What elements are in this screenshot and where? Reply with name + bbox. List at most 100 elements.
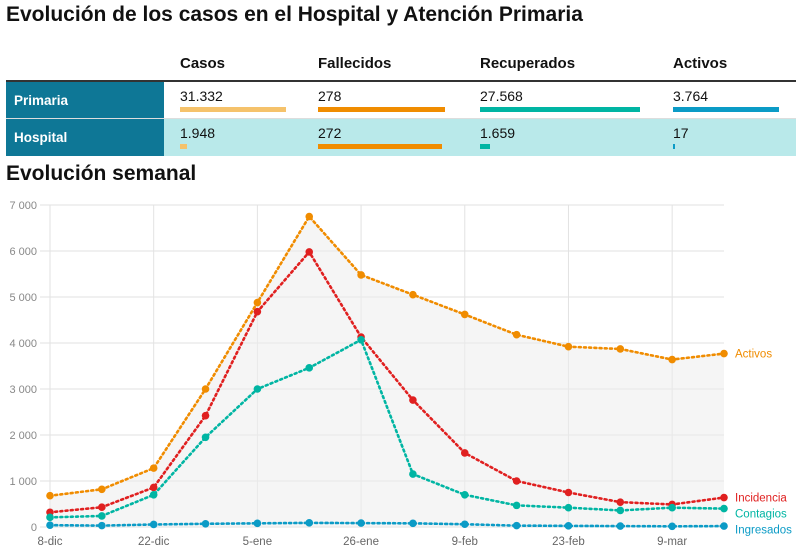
data-point-activos [512,330,521,339]
series-line-activos [48,214,726,498]
cell-activos: 3.764 [673,88,709,104]
x-tick-label: 22-dic [138,536,170,548]
x-tick-label: 23-feb [552,536,585,548]
y-tick-label: 0 [31,522,37,534]
series-label-ingresados: Ingresados [735,525,792,537]
x-tick-label: 26-ene [343,536,379,548]
cell-recuperados: 1.659 [480,125,516,141]
series-line-contagios [48,337,726,519]
y-tick-label: 3 000 [9,384,37,396]
x-tick-label: 9-mar [657,536,687,548]
data-point-activos [305,212,314,221]
data-point-activos [201,385,210,393]
data-point-incidencia [720,493,728,502]
series-line-ingresados [48,521,726,528]
data-point-activos [409,290,417,299]
series-label-incidencia: Incidencia [735,493,787,505]
data-point-activos [46,491,54,500]
cell-casos: 31.332 [180,88,223,104]
y-tick-label: 5 000 [9,292,37,304]
data-point-contagios [46,513,54,522]
data-point-contagios [98,512,106,520]
page-title: Evolución de los casos en el Hospital y … [6,3,583,26]
data-point-contagios [720,504,728,513]
table-row-hospital: Hospital 1.948 272 1.659 17 [6,119,796,156]
data-point-activos [564,342,573,351]
data-point-contagios [253,385,262,393]
data-point-activos [616,345,625,353]
row-label: Hospital [6,119,164,156]
cell-fallecidos: 278 [318,88,342,104]
data-point-incidencia [253,307,262,316]
data-point-contagios [616,506,625,515]
header-casos: Casos [180,55,226,72]
x-tick-label: 8-dic [38,536,63,548]
data-point-incidencia [201,411,210,420]
summary-table: Casos Fallecidos Recuperados Activos Pri… [6,44,796,156]
data-point-ingresados [357,519,365,527]
cell-activos: 17 [673,125,689,141]
data-point-activos [149,464,158,472]
data-point-incidencia [409,396,417,404]
data-point-activos [460,310,469,319]
data-point-contagios [409,470,417,478]
y-tick-label: 1 000 [9,476,37,488]
data-point-ingresados [460,520,469,529]
y-tick-label: 6 000 [9,246,37,258]
data-point-contagios [305,364,314,372]
data-point-ingresados [720,522,728,530]
data-point-ingresados [512,521,521,530]
bar-activos [673,144,675,149]
data-point-ingresados [409,519,417,528]
data-point-incidencia [305,248,314,256]
x-tick-label: 9-feb [452,536,478,548]
data-point-incidencia [616,498,625,506]
data-point-activos [98,485,106,494]
data-point-ingresados [46,521,54,529]
area-activos [50,216,724,527]
data-point-contagios [149,491,158,499]
bar-fallecidos [318,144,443,149]
x-tick-label: 5-ene [243,536,272,548]
series-label-contagios: Contagios [735,509,787,521]
header-fallecidos: Fallecidos [318,55,392,72]
line-chart: 0 1 000 2 000 3 000 4 000 5 000 6 000 7 000 8-di… [9,200,792,548]
data-point-activos [357,271,365,279]
chart-title: Evolución semanal [6,162,197,185]
data-point-incidencia [460,449,469,457]
data-point-contagios [357,335,365,344]
y-tick-label: 4 000 [9,338,37,350]
data-point-ingresados [201,519,210,528]
y-tick-label: 7 000 [9,200,37,212]
data-point-ingresados [305,519,314,527]
cell-casos: 1.948 [180,125,216,141]
cell-fallecidos: 272 [318,125,342,141]
table-header: Casos Fallecidos Recuperados Activos [6,44,796,82]
data-point-ingresados [616,522,625,530]
data-point-contagios [460,491,469,499]
header-recuperados: Recuperados [480,55,576,72]
data-point-activos [720,349,728,358]
bar-recuperados [480,144,490,149]
data-point-incidencia [149,483,158,492]
data-point-incidencia [512,477,521,485]
series-label-activos: Activos [735,349,772,361]
bar-recuperados [480,107,640,112]
data-point-contagios [564,503,573,512]
data-point-ingresados [253,519,262,528]
data-point-activos [668,355,676,364]
data-point-incidencia [98,503,106,512]
bar-casos [180,107,286,112]
header-activos: Activos [673,55,728,72]
data-point-contagios [668,503,676,512]
data-point-contagios [201,433,210,442]
data-point-ingresados [149,520,158,529]
data-point-contagios [512,501,521,510]
bar-activos [673,107,779,112]
bar-casos [180,144,187,149]
data-point-activos [253,298,262,307]
data-point-ingresados [98,521,106,530]
data-point-ingresados [668,522,676,531]
series-line-incidencia [48,249,726,514]
data-point-ingresados [564,522,573,530]
